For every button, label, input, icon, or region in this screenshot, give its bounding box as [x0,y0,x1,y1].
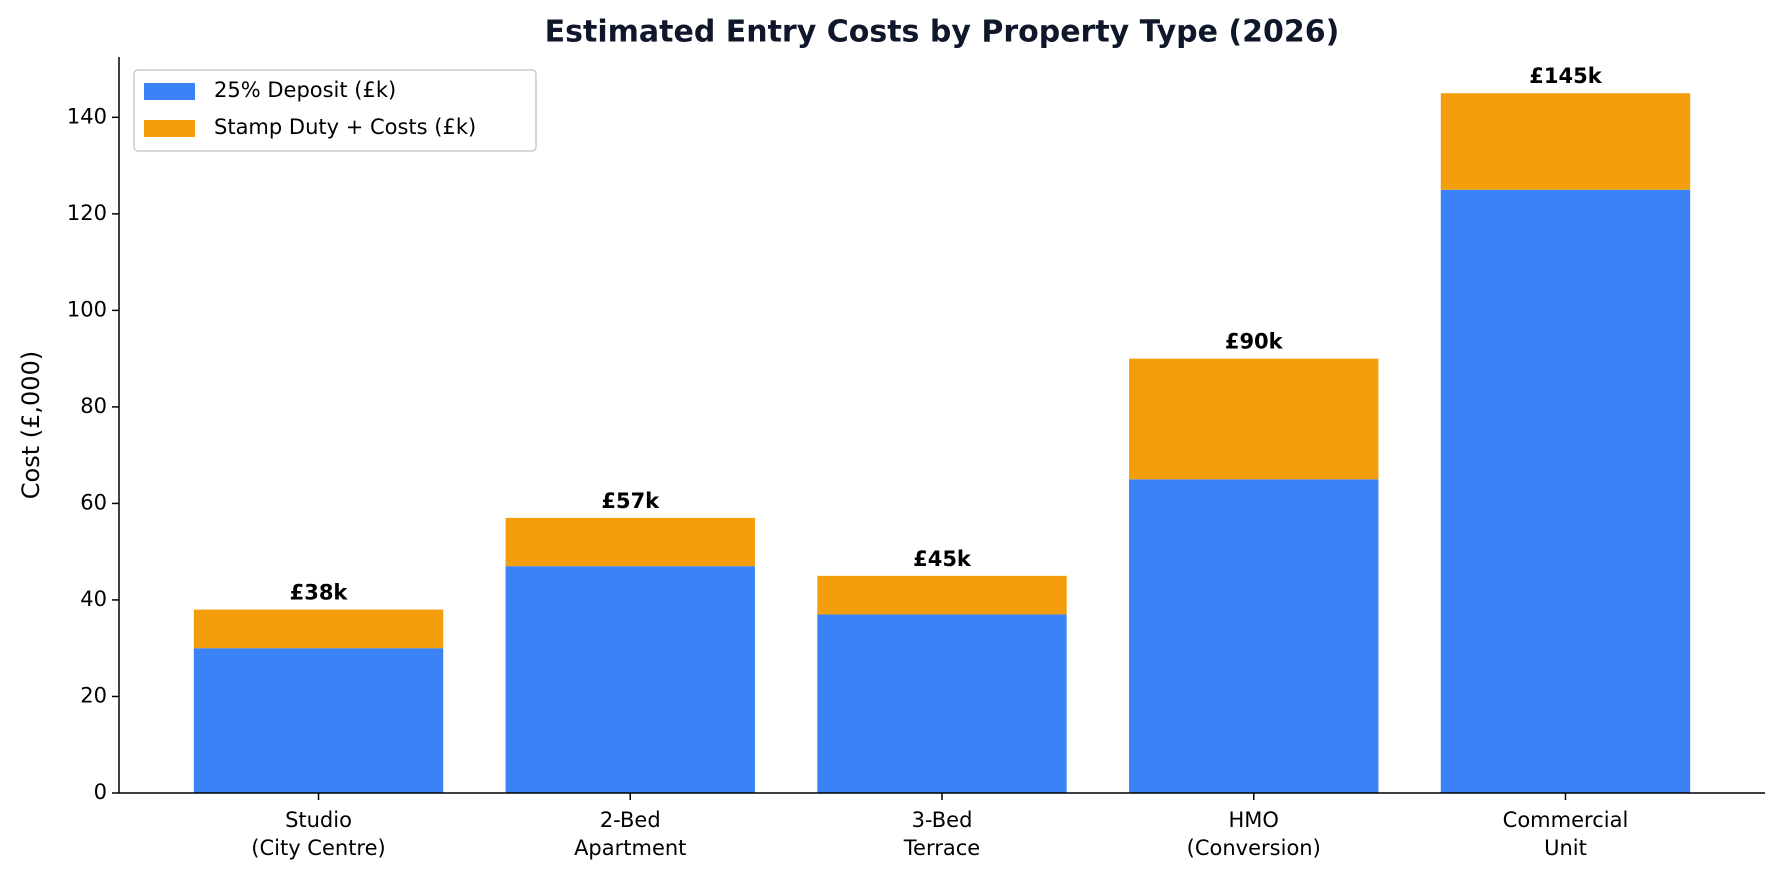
bar-segment [1129,479,1379,793]
bar-segment [817,614,1067,793]
legend-label: Stamp Duty + Costs (£k) [214,115,476,139]
bar-segment [505,566,755,793]
total-label: £90k [1225,330,1284,354]
y-tick-label: 140 [67,104,107,128]
legend-swatch [144,120,195,137]
x-tick-label: HMO (Conversion) [1187,808,1321,860]
y-tick-label: 120 [67,201,107,225]
total-label: £145k [1529,64,1602,88]
y-tick-label: 20 [80,683,107,707]
x-tick-label: 3-Bed Terrace [903,808,980,860]
chart-title: Estimated Entry Costs by Property Type (… [545,15,1340,50]
bar-segment [193,648,444,793]
bar-segment [1440,93,1691,190]
y-tick-label: 40 [80,587,107,611]
y-tick-label: 80 [80,394,107,418]
bar-segment [1129,358,1379,480]
bar-segment [505,517,755,567]
y-tick-label: 100 [67,297,107,321]
legend-label: 25% Deposit (£k) [214,78,396,102]
bar-segment [1440,189,1691,793]
x-tick-label: Studio (City Centre) [251,808,385,860]
total-label: £45k [913,547,972,571]
y-tick-label: 0 [94,780,107,804]
legend-box [133,69,537,152]
y-axis-label: Cost (£,000) [17,351,45,499]
bar-segment [193,609,444,649]
x-tick-label: Commercial Unit [1503,808,1629,860]
bar-segment [817,575,1067,615]
total-label: £57k [601,489,660,513]
legend-swatch [144,83,195,100]
total-label: £38k [290,581,349,605]
y-tick-label: 60 [80,490,107,514]
x-tick-label: 2-Bed Apartment [574,808,686,860]
